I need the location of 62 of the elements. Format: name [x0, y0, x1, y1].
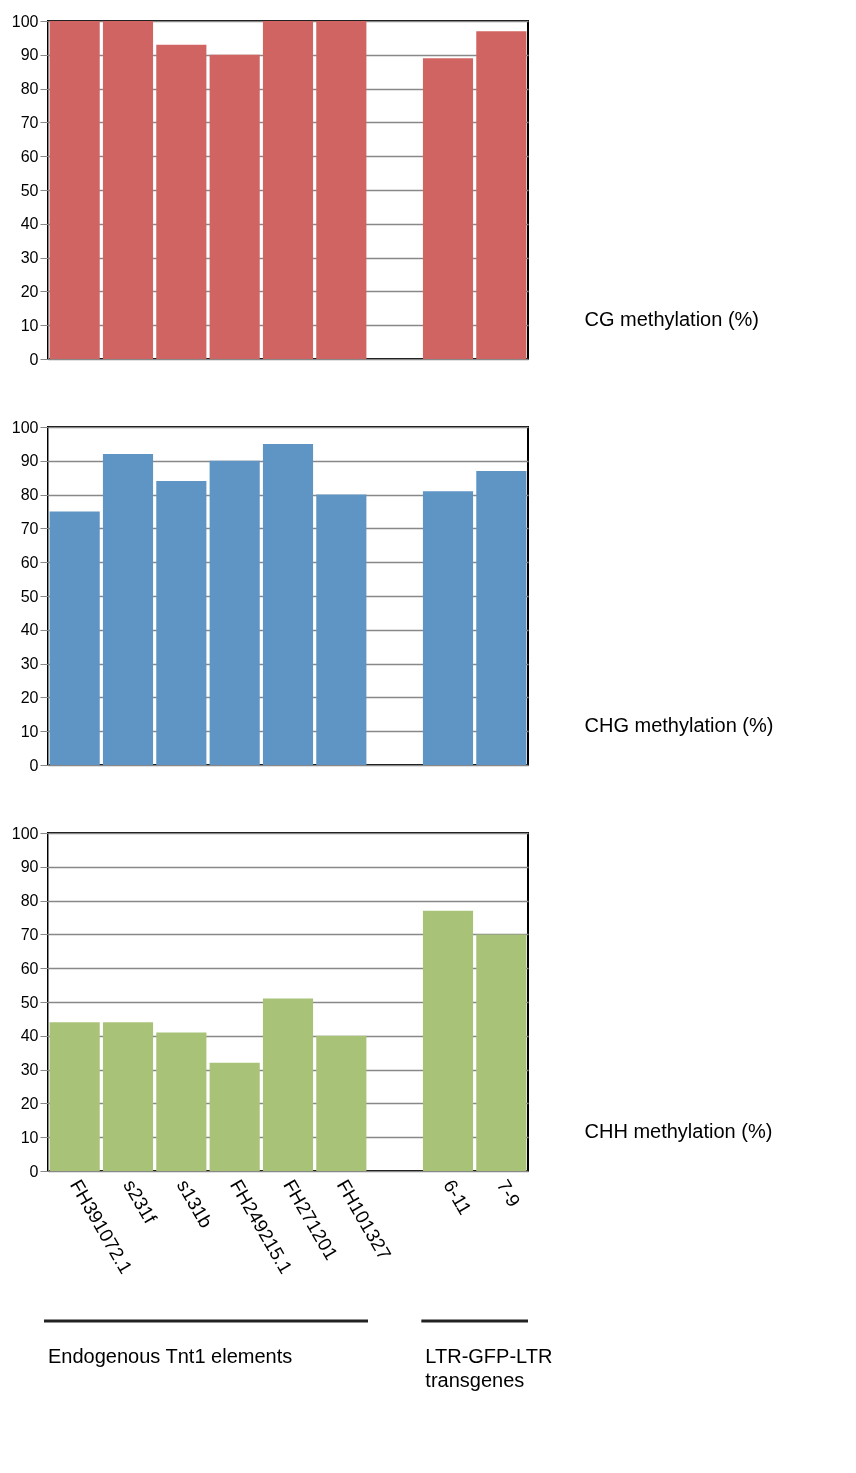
- y-axis-title: CG methylation (%): [584, 307, 759, 330]
- y-tick-label: 10: [20, 722, 39, 740]
- text: LTR-GFP-LTR transgenes: [425, 1345, 553, 1391]
- bar: [422, 910, 474, 1171]
- y-tick-label: 70: [20, 925, 39, 943]
- bar: [49, 1022, 100, 1171]
- y-axis-title: CHG methylation (%): [584, 713, 774, 736]
- y-tick-label: 40: [20, 1027, 39, 1045]
- y-tick-label: 50: [20, 993, 39, 1011]
- y-tick-label: 100: [11, 418, 39, 436]
- y-tick-label: 80: [20, 486, 39, 504]
- bar: [209, 1062, 260, 1171]
- bar: [316, 1035, 367, 1171]
- bar: [316, 21, 367, 359]
- y-tick-label: 80: [20, 892, 39, 910]
- y-tick-label: 80: [20, 80, 39, 98]
- bar: [102, 21, 154, 359]
- y-tick-label: 20: [20, 688, 39, 706]
- bar: [476, 470, 527, 765]
- y-tick-label: 20: [20, 1094, 39, 1112]
- y-tick-label: 70: [20, 519, 39, 537]
- bar: [316, 494, 367, 765]
- bar: [49, 511, 100, 765]
- y-tick-label: 90: [20, 46, 39, 64]
- y-tick-label: 70: [20, 113, 39, 131]
- y-tick-label: 20: [20, 282, 39, 300]
- bar: [262, 21, 314, 359]
- bar: [156, 481, 207, 765]
- y-tick-label: 60: [20, 147, 39, 165]
- text: Endogenous Tnt1 elements: [48, 1345, 293, 1367]
- bar: [422, 491, 474, 765]
- y-tick-label: 30: [20, 655, 39, 673]
- y-tick-label: 90: [20, 452, 39, 470]
- bar: [156, 1032, 207, 1171]
- bar: [476, 934, 527, 1171]
- y-tick-label: 50: [20, 587, 39, 605]
- bar: [102, 454, 154, 765]
- y-tick-label: 10: [20, 1128, 39, 1146]
- bar: [262, 443, 314, 765]
- bar: [209, 54, 260, 359]
- y-tick-label: 30: [20, 249, 39, 267]
- y-tick-label: 40: [20, 215, 39, 233]
- y-tick-label: 90: [20, 858, 39, 876]
- y-tick-label: 100: [11, 824, 39, 842]
- y-tick-label: 100: [11, 12, 39, 30]
- y-tick-label: 0: [29, 1162, 39, 1180]
- y-tick-label: 10: [20, 316, 39, 334]
- y-axis-title: CHH methylation (%): [584, 1119, 773, 1142]
- bar: [209, 460, 260, 765]
- y-tick-label: 40: [20, 621, 39, 639]
- y-tick-label: 0: [29, 350, 39, 368]
- y-tick-label: 0: [29, 756, 39, 774]
- bar: [262, 998, 314, 1171]
- y-tick-label: 60: [20, 959, 39, 977]
- y-tick-label: 60: [20, 553, 39, 571]
- y-tick-label: 30: [20, 1061, 39, 1079]
- bar: [422, 58, 474, 359]
- bar: [156, 44, 207, 359]
- x-tick-label: 7-9: [492, 1176, 525, 1211]
- bar: [102, 1022, 154, 1171]
- y-tick-label: 50: [20, 181, 39, 199]
- bar: [476, 31, 527, 359]
